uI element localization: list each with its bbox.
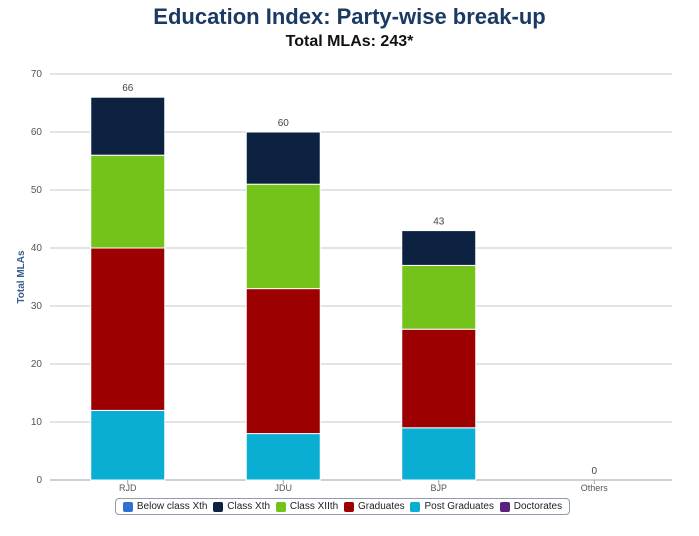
total-label-rjd: 66 (122, 83, 134, 94)
chart-plot-area: 0 10 20 30 40 50 60 70 Total MLAs 66 RJD 60 JDU 43 BJP… (16, 69, 672, 493)
bar-rjd-graduates (90, 247, 166, 411)
bar-bjp-graduates (401, 328, 477, 429)
legend-label: Class XIIth (289, 501, 339, 512)
y-tick-label: 20 (31, 359, 43, 370)
bar-bjp-class-xth (401, 230, 477, 266)
legend-item-graduates[interactable]: Graduates (343, 501, 405, 512)
legend-swatch (275, 501, 286, 512)
legend-label: Class Xth (227, 501, 271, 512)
legend-item-below-class-xth[interactable]: Below class Xth (122, 501, 208, 512)
legend-item-post-graduates[interactable]: Post Graduates (410, 501, 494, 512)
legend-swatch (499, 501, 510, 512)
bar-jdu-graduates (245, 288, 321, 435)
y-tick-label: 60 (31, 127, 43, 138)
chart-subtitle: Total MLAs: 243* (285, 33, 414, 50)
total-label-bjp: 43 (433, 217, 445, 228)
legend-label: Below class Xth (136, 501, 208, 512)
x-tick-label: BJP (430, 483, 447, 493)
y-tick-label: 50 (31, 185, 43, 196)
y-tick-label: 10 (31, 417, 43, 428)
legend-item-class-xth[interactable]: Class Xth (213, 501, 270, 512)
legend-item-doctorates[interactable]: Doctorates (499, 501, 563, 512)
legend-swatch (343, 501, 354, 512)
bar-jdu-class-xth (245, 131, 321, 185)
total-label-others: 0 (591, 466, 597, 477)
y-tick-label: 40 (31, 243, 43, 254)
x-tick-label: JDU (275, 483, 293, 493)
bar-rjd-post-graduates (90, 409, 166, 481)
y-axis-title: Total MLAs (16, 250, 27, 304)
legend-label: Graduates (357, 501, 405, 512)
legend-swatch (213, 501, 224, 512)
bar-rjd-class-xth (90, 96, 166, 156)
y-tick-label: 30 (31, 301, 43, 312)
bar-jdu-post-graduates (245, 433, 321, 481)
total-label-jdu: 60 (278, 118, 290, 129)
bar-bjp-class-xiith (401, 264, 477, 330)
bar-jdu-class-xiith (245, 183, 321, 290)
y-tick-label: 70 (31, 69, 43, 80)
y-tick-label: 0 (36, 475, 42, 486)
legend-label: Doctorates (513, 501, 563, 512)
chart-title: Education Index: Party-wise break-up (153, 4, 546, 29)
legend-item-class-xiith[interactable]: Class XIIth (275, 501, 339, 512)
legend-swatch (410, 501, 421, 512)
x-tick-label: Others (581, 483, 609, 493)
bar-bjp-post-graduates (401, 427, 477, 481)
legend-swatch (122, 501, 133, 512)
chart-legend: Below class Xth Class Xth Class XIIth Gradu… (115, 498, 570, 515)
x-tick-label: RJD (119, 483, 137, 493)
legend-label: Post Graduates (424, 501, 494, 512)
bar-rjd-class-xiith (90, 154, 166, 249)
